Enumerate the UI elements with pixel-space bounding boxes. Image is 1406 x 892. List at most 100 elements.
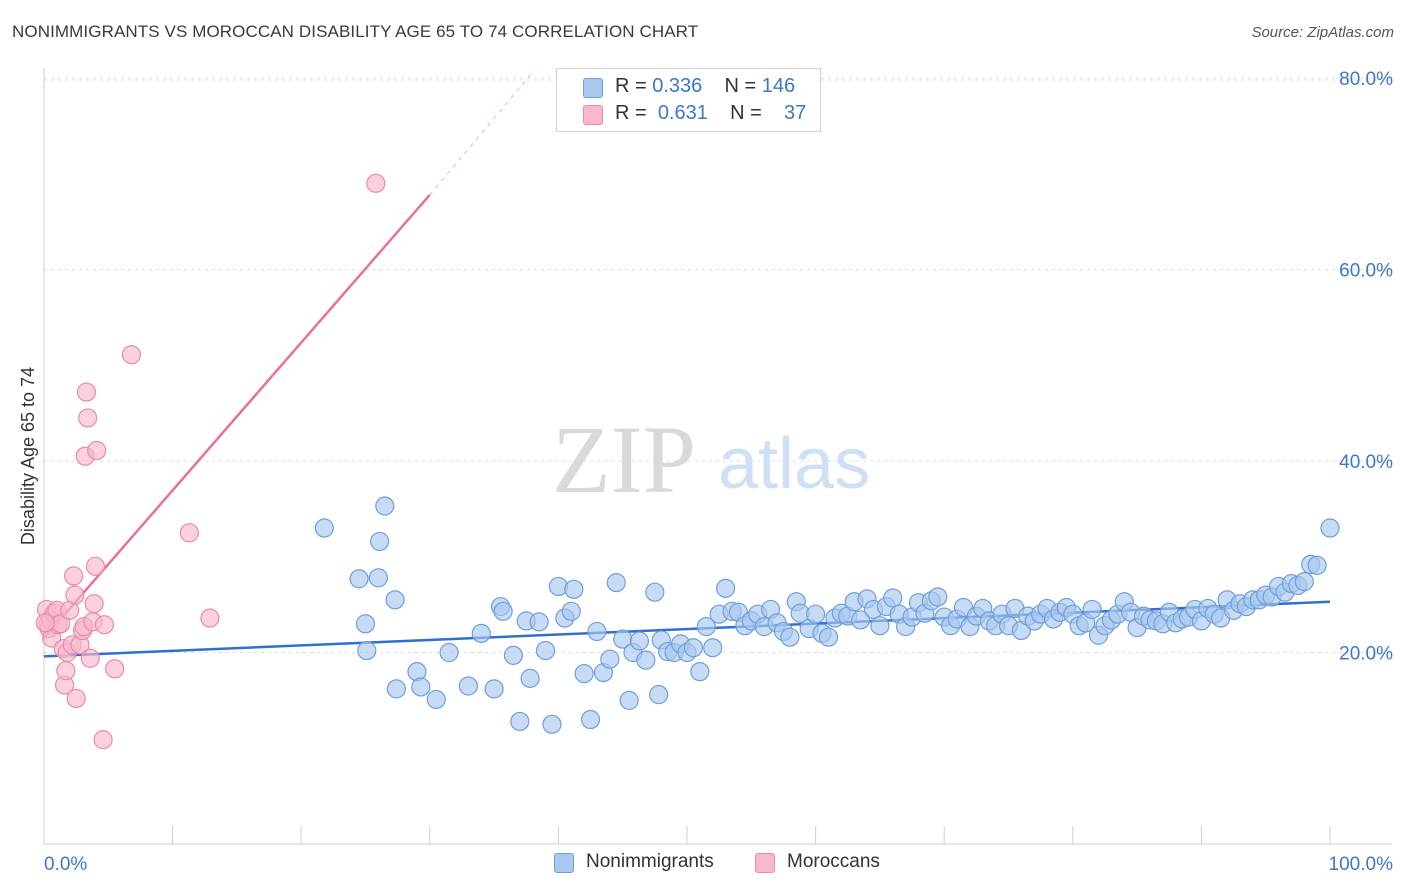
legend-r-value: 0.336: [652, 75, 703, 97]
point-nonimmigrants: [561, 601, 581, 621]
point-moroccans: [366, 173, 386, 193]
point-nonimmigrants: [493, 601, 513, 621]
legend-swatch-blue: [554, 853, 574, 873]
point-nonimmigrants: [510, 711, 530, 732]
point-nonimmigrants: [503, 645, 523, 665]
point-moroccans: [35, 613, 55, 633]
trend-line-1: [43, 193, 431, 639]
point-nonimmigrants: [1294, 572, 1314, 592]
point-moroccans: [200, 608, 220, 628]
point-nonimmigrants: [696, 617, 716, 637]
point-nonimmigrants: [314, 518, 334, 538]
chart-title: NONIMMIGRANTS VS MOROCCAN DISABILITY AGE…: [12, 22, 699, 41]
x-tick-label: 100.0%: [1329, 854, 1394, 875]
point-nonimmigrants: [349, 569, 369, 589]
point-nonimmigrants: [1307, 555, 1327, 575]
point-nonimmigrants: [385, 590, 405, 610]
point-nonimmigrants: [520, 668, 540, 688]
axes: [43, 68, 1392, 845]
grid-lines: [44, 77, 1392, 653]
watermark: ZIP atlas: [552, 406, 870, 513]
point-moroccans: [65, 585, 85, 605]
point-moroccans: [105, 659, 125, 679]
bottom-legend-label: Moroccans: [787, 851, 880, 872]
point-moroccans: [76, 382, 97, 402]
point-nonimmigrants: [458, 676, 478, 696]
point-nonimmigrants: [883, 588, 903, 608]
point-nonimmigrants: [636, 650, 656, 670]
point-nonimmigrants: [649, 685, 669, 705]
point-nonimmigrants: [471, 623, 491, 643]
point-moroccans: [87, 440, 107, 461]
point-nonimmigrants: [715, 578, 736, 598]
point-nonimmigrants: [780, 627, 800, 647]
legend-r-value: 0.631: [657, 102, 708, 124]
point-nonimmigrants: [564, 579, 584, 599]
point-nonimmigrants: [574, 663, 594, 684]
legend-row-nonimmigrants: R = 0.336 N = 146: [583, 75, 795, 99]
point-moroccans: [93, 730, 113, 750]
legend-n-value: 146: [761, 75, 796, 97]
point-nonimmigrants: [629, 631, 650, 651]
point-nonimmigrants: [587, 621, 607, 642]
point-nonimmigrants: [683, 638, 704, 658]
legend-n-value: 37: [784, 102, 807, 124]
legend-swatch-pink: [755, 853, 775, 873]
point-nonimmigrants: [370, 531, 390, 552]
point-nonimmigrants: [529, 612, 549, 632]
legend-swatch-blue: [583, 78, 603, 98]
point-moroccans: [179, 523, 199, 543]
y-tick-label: 40.0%: [1339, 452, 1393, 473]
point-nonimmigrants: [645, 582, 665, 602]
point-nonimmigrants: [606, 573, 626, 593]
point-nonimmigrants: [928, 587, 948, 607]
legend-n-label: N =: [724, 75, 757, 97]
bottom-legend-label: Nonimmigrants: [586, 851, 714, 872]
legend-r-label: R =: [615, 102, 647, 124]
legend-row-moroccans: R = 0.631 N = 37: [583, 102, 806, 126]
point-nonimmigrants: [600, 649, 620, 669]
point-nonimmigrants: [411, 677, 431, 697]
point-moroccans: [66, 688, 86, 709]
source-label: Source: ZipAtlas.com: [1251, 24, 1394, 41]
point-nonimmigrants: [357, 640, 377, 661]
point-nonimmigrants: [690, 662, 710, 682]
point-nonimmigrants: [818, 627, 839, 647]
watermark-zip: ZIP: [552, 406, 696, 513]
point-nonimmigrants: [703, 638, 723, 658]
point-nonimmigrants: [484, 679, 504, 699]
trend-extension-1: [429, 71, 534, 196]
point-moroccans: [56, 661, 76, 681]
point-nonimmigrants: [426, 689, 446, 710]
point-nonimmigrants: [386, 679, 406, 699]
point-nonimmigrants: [439, 642, 459, 663]
point-nonimmigrants: [870, 616, 890, 636]
point-nonimmigrants: [542, 714, 562, 734]
watermark-atlas: atlas: [718, 424, 870, 504]
point-nonimmigrants: [580, 709, 601, 730]
point-moroccans: [84, 594, 104, 614]
legend-swatch-pink: [583, 105, 603, 125]
legend-n-label: N =: [730, 102, 762, 124]
trend-lines: [43, 71, 1331, 658]
point-moroccans: [121, 345, 142, 365]
point-nonimmigrants: [375, 496, 395, 516]
tick-labels: 20.0% 40.0% 60.0% 80.0% 0.0% 100.0%: [44, 69, 1393, 875]
point-nonimmigrants: [805, 604, 826, 624]
point-moroccans: [80, 648, 100, 668]
point-nonimmigrants: [368, 568, 388, 588]
y-tick-label: 60.0%: [1339, 261, 1393, 282]
point-moroccans: [63, 566, 84, 586]
x-tick-label: 0.0%: [44, 854, 87, 875]
y-tick-label: 20.0%: [1339, 644, 1393, 665]
point-nonimmigrants: [535, 640, 556, 661]
point-moroccans: [94, 615, 115, 635]
point-moroccans: [85, 556, 106, 576]
point-moroccans: [78, 408, 98, 428]
data-points: [35, 173, 1340, 750]
point-nonimmigrants: [619, 690, 639, 710]
point-nonimmigrants: [355, 614, 376, 634]
point-nonimmigrants: [1320, 518, 1340, 538]
y-tick-label: 80.0%: [1339, 69, 1393, 90]
